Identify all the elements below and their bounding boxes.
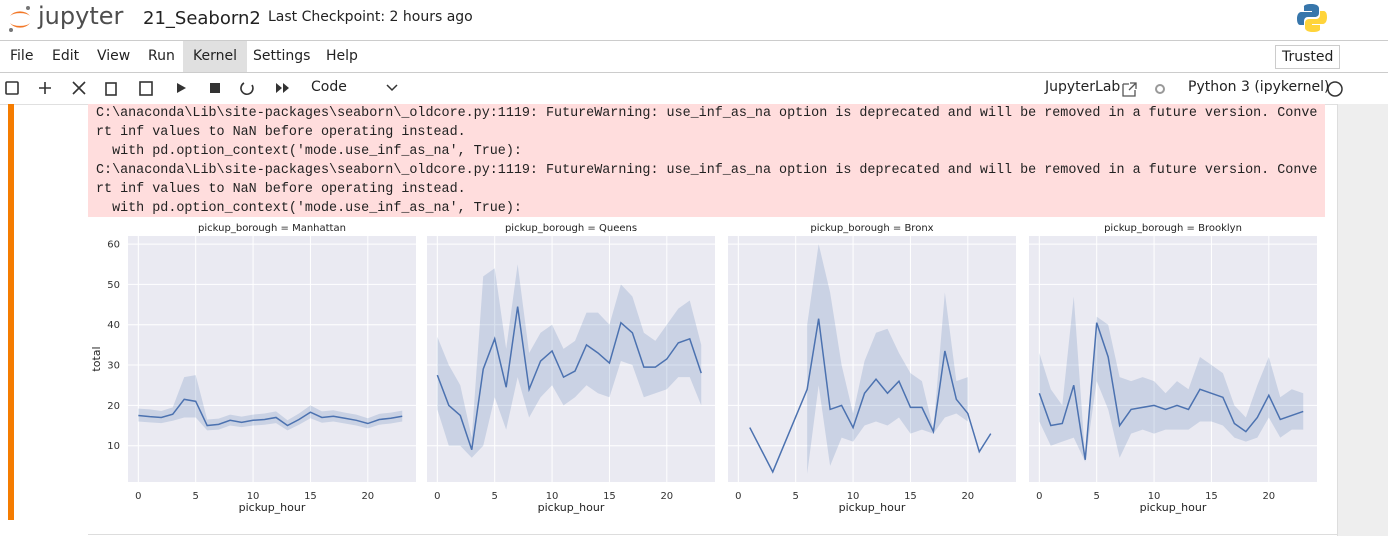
- y-tick-label: 30: [107, 361, 120, 372]
- y-tick-label: 60: [107, 240, 120, 251]
- line: [1038, 322, 1304, 460]
- run-icon[interactable]: [177, 83, 186, 93]
- y-axis-label: total: [90, 346, 103, 371]
- line: [749, 318, 992, 474]
- x-tick-label: 10: [847, 491, 860, 502]
- x-tick-label: 10: [1148, 491, 1161, 502]
- x-tick-label: 0: [1036, 491, 1042, 502]
- cell-type[interactable]: Code: [311, 79, 347, 95]
- x-axis-label: pickup_hour: [538, 501, 605, 514]
- checkpoint: Last Checkpoint: 2 hours ago: [268, 9, 473, 25]
- x-tick-label: 15: [603, 491, 616, 502]
- cell-separator: [88, 534, 1337, 535]
- warning-line: with pd.option_context('mode.use_inf_as_…: [96, 201, 522, 216]
- ci-band: [1039, 296, 1304, 462]
- cell-active-bar: [8, 104, 14, 520]
- menu-item[interactable]: File: [10, 48, 34, 64]
- menu-item[interactable]: Settings: [253, 48, 311, 64]
- dropdown-chevron[interactable]: [386, 83, 398, 93]
- warning-line: rt inf values to NaN before operating in…: [96, 125, 466, 140]
- x-tick-label: 10: [247, 491, 260, 502]
- menu-item[interactable]: Edit: [52, 48, 80, 64]
- warning-line: with pd.option_context('mode.use_inf_as_…: [96, 144, 522, 159]
- menu-item[interactable]: Run: [148, 48, 175, 64]
- y-tick-label: 50: [107, 280, 120, 291]
- menu-bar: File Edit View Run Kernel Settings Help Truste…: [0, 41, 1388, 73]
- panel-title: pickup_borough = Manhattan: [198, 223, 346, 234]
- side-gutter: [1337, 104, 1388, 536]
- x-tick-label: 15: [1205, 491, 1218, 502]
- warning-line: C:\anaconda\Lib\site-packages\seaborn\_o…: [96, 163, 1318, 178]
- line: [436, 306, 702, 450]
- x-tick-label: 0: [434, 491, 440, 502]
- stderr-output: C:\anaconda\Lib\site-packages\seaborn\_o…: [88, 104, 1325, 217]
- notebook-name[interactable]: 21_Seaborn2: [143, 8, 261, 29]
- restart-icon[interactable]: [240, 82, 254, 96]
- x-axis-label: pickup_hour: [239, 501, 306, 514]
- top-bar: jupyter 21_Seaborn2 Last Checkpoint: 2 h…: [0, 0, 1388, 41]
- panel-title: pickup_borough = Brooklyn: [1104, 223, 1242, 234]
- jupyter-logo: jupyter: [38, 2, 124, 30]
- menu-item[interactable]: View: [97, 48, 131, 64]
- x-tick-label: 5: [492, 491, 498, 502]
- jupyter-logo-icon: [9, 6, 30, 32]
- panel-title: pickup_borough = Queens: [505, 223, 637, 234]
- toolbar: Code JupyterLab Python 3 (ipykernel): [0, 73, 1388, 105]
- x-axis-label: pickup_hour: [1140, 501, 1207, 514]
- save-icon[interactable]: [5, 81, 19, 95]
- x-tick-label: 5: [1094, 491, 1100, 502]
- y-tick-label: 20: [107, 401, 120, 412]
- run-all-icon[interactable]: [276, 83, 289, 93]
- menu-item[interactable]: Help: [326, 48, 358, 64]
- x-tick-label: 20: [361, 491, 374, 502]
- x-tick-label: 5: [793, 491, 799, 502]
- copy-icon[interactable]: [105, 82, 117, 96]
- x-axis-label: pickup_hour: [839, 501, 906, 514]
- x-tick-label: 5: [193, 491, 199, 502]
- x-tick-label: 20: [1262, 491, 1275, 502]
- line: [138, 398, 403, 427]
- toolbar-right-icons: [1122, 82, 1165, 97]
- plot-background: [128, 236, 416, 482]
- panel-title: pickup_borough = Bronx: [810, 223, 933, 234]
- x-tick-label: 20: [660, 491, 673, 502]
- kernel-status: [1327, 81, 1343, 97]
- trusted-indicator[interactable]: Trusted: [1275, 45, 1341, 69]
- jupyterlab-link[interactable]: JupyterLab: [1045, 79, 1121, 95]
- toolbar-icons: [5, 81, 289, 96]
- x-tick-label: 20: [961, 491, 974, 502]
- x-tick-label: 10: [546, 491, 559, 502]
- y-tick-label: 40: [107, 320, 120, 331]
- add-icon[interactable]: [39, 82, 51, 94]
- stop-icon[interactable]: [210, 83, 220, 93]
- x-tick-label: 15: [304, 491, 317, 502]
- x-tick-label: 0: [135, 491, 141, 502]
- cut-icon[interactable]: [72, 81, 86, 95]
- x-tick-label: 15: [904, 491, 917, 502]
- warning-line: C:\anaconda\Lib\site-packages\seaborn\_o…: [96, 106, 1318, 121]
- warning-line: rt inf values to NaN before operating in…: [96, 182, 466, 197]
- kernel-name[interactable]: Python 3 (ipykernel): [1188, 79, 1330, 95]
- python-logo: [1297, 4, 1327, 32]
- paste-icon[interactable]: [139, 81, 153, 96]
- x-tick-label: 0: [735, 491, 741, 502]
- ci-band: [437, 264, 702, 458]
- y-tick-label: 10: [107, 441, 120, 452]
- menu-item[interactable]: Kernel: [183, 41, 247, 72]
